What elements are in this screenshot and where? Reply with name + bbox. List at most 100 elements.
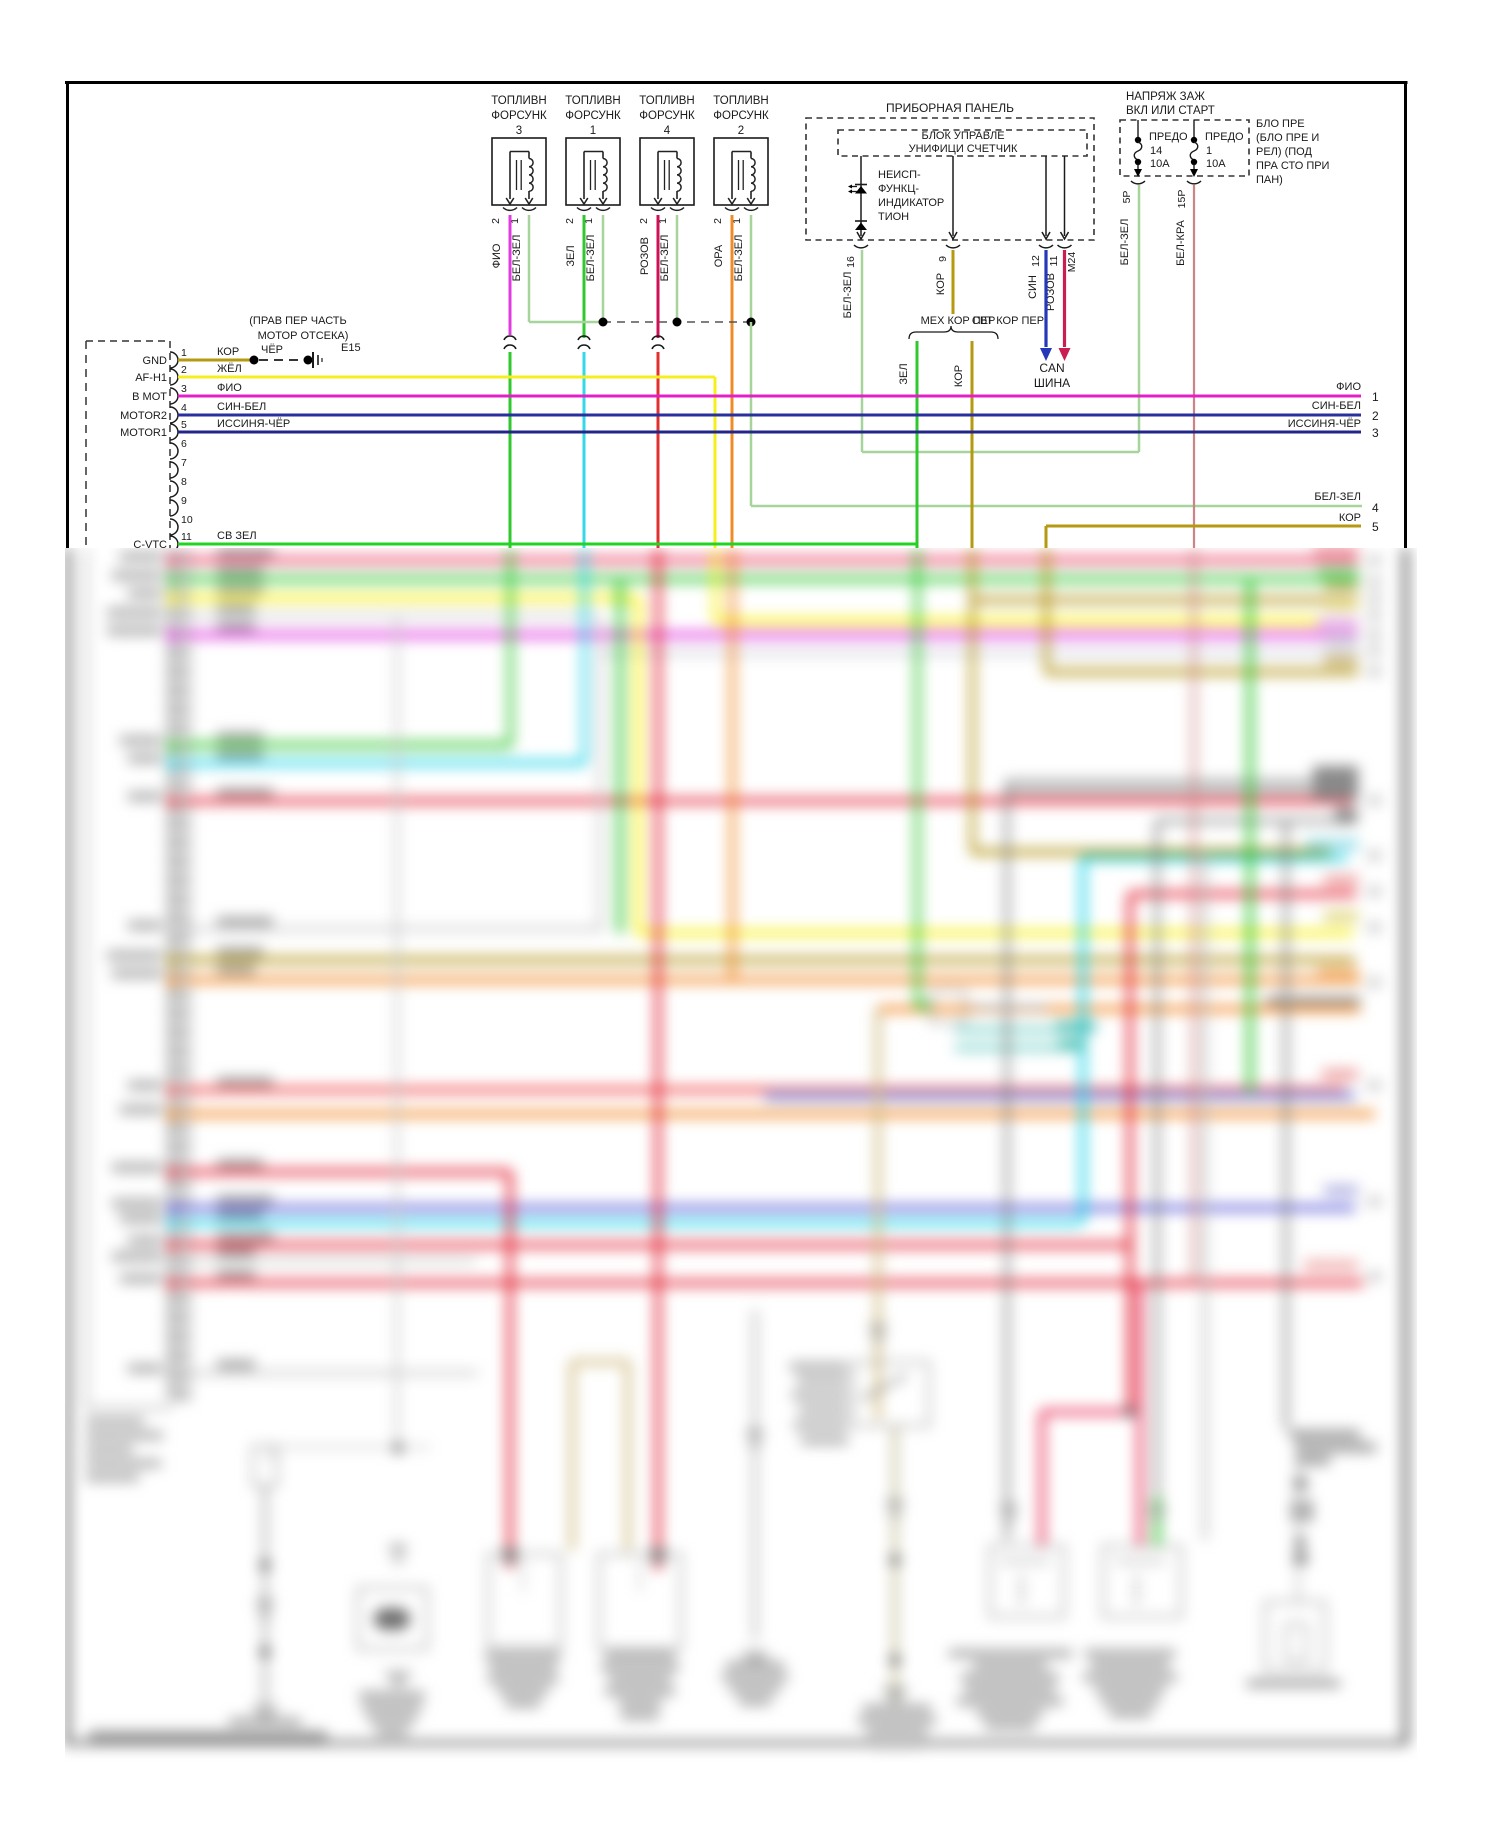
- svg-text:2: 2: [738, 125, 744, 137]
- svg-text:КОР: КОР: [1339, 512, 1361, 524]
- svg-text:УНИФИЦИ СЧЕТЧИК: УНИФИЦИ СЧЕТЧИК: [909, 143, 1018, 155]
- svg-text:4: 4: [181, 402, 187, 414]
- svg-text:3: 3: [1372, 426, 1379, 440]
- svg-text:СВ ЗЕЛ: СВ ЗЕЛ: [217, 530, 257, 542]
- svg-text:ТОПЛИВН: ТОПЛИВН: [713, 95, 769, 107]
- svg-text:AF-H1: AF-H1: [135, 372, 167, 384]
- svg-text:СИН-БЕЛ: СИН-БЕЛ: [217, 401, 266, 413]
- svg-text:В МОТ: В МОТ: [132, 391, 167, 403]
- svg-text:БЕЛ-КРА: БЕЛ-КРА: [1175, 219, 1187, 265]
- svg-text:ЧЁР: ЧЁР: [261, 344, 283, 356]
- svg-text:2: 2: [638, 218, 650, 224]
- svg-text:E15: E15: [341, 342, 361, 354]
- svg-text:КОР: КОР: [953, 365, 965, 387]
- svg-text:MOTOR2: MOTOR2: [120, 410, 167, 422]
- svg-text:ПРЕДО: ПРЕДО: [1205, 131, 1244, 143]
- svg-text:ФУНКЦ-: ФУНКЦ-: [878, 183, 919, 195]
- svg-text:9: 9: [181, 495, 187, 507]
- svg-text:ПРЕДО: ПРЕДО: [1149, 131, 1188, 143]
- svg-text:ФОРСУНК: ФОРСУНК: [491, 110, 547, 122]
- svg-text:ФОРСУНК: ФОРСУНК: [713, 110, 769, 122]
- svg-text:2: 2: [712, 218, 724, 224]
- svg-text:9: 9: [937, 256, 949, 262]
- svg-text:ЗЕЛ: ЗЕЛ: [898, 363, 910, 384]
- svg-text:БЕЛ-ЗЕЛ: БЕЛ-ЗЕЛ: [733, 235, 745, 282]
- svg-text:2: 2: [181, 364, 187, 376]
- svg-text:ИССИНЯ-ЧЁР: ИССИНЯ-ЧЁР: [217, 418, 290, 430]
- svg-text:КОР: КОР: [217, 346, 239, 358]
- svg-text:ПРА СТО ПРИ: ПРА СТО ПРИ: [1256, 160, 1329, 172]
- svg-text:5P: 5P: [1121, 191, 1133, 204]
- svg-text:ТОПЛИВН: ТОПЛИВН: [491, 95, 547, 107]
- svg-text:БЕЛ-ЗЕЛ: БЕЛ-ЗЕЛ: [1314, 491, 1361, 503]
- svg-text:1: 1: [1372, 390, 1379, 404]
- svg-text:НАПРЯЖ ЗАЖ: НАПРЯЖ ЗАЖ: [1126, 91, 1205, 103]
- svg-text:НЕИСП-: НЕИСП-: [878, 169, 921, 181]
- svg-text:5: 5: [181, 419, 187, 431]
- svg-text:БЛО ПРЕ: БЛО ПРЕ: [1256, 118, 1305, 130]
- svg-text:ТОПЛИВН: ТОПЛИВН: [565, 95, 621, 107]
- svg-text:3: 3: [516, 125, 522, 137]
- svg-text:ИССИНЯ-ЧЁР: ИССИНЯ-ЧЁР: [1288, 418, 1361, 430]
- svg-text:ФИО: ФИО: [217, 382, 242, 394]
- svg-text:ИНДИКАТОР: ИНДИКАТОР: [878, 197, 944, 209]
- svg-text:ТОПЛИВН: ТОПЛИВН: [639, 95, 695, 107]
- svg-text:MOTOR1: MOTOR1: [120, 427, 167, 439]
- svg-text:2: 2: [1372, 409, 1379, 423]
- svg-text:(БЛО ПРЕ И: (БЛО ПРЕ И: [1256, 132, 1319, 144]
- svg-text:КОР: КОР: [935, 273, 947, 295]
- svg-text:1: 1: [590, 125, 596, 137]
- svg-text:ОРА: ОРА: [713, 244, 725, 267]
- svg-text:1: 1: [181, 347, 187, 359]
- svg-text:14: 14: [1150, 145, 1162, 157]
- svg-text:БЕЛ-ЗЕЛ: БЕЛ-ЗЕЛ: [1119, 219, 1131, 266]
- svg-text:МОТОР ОТСЕКА): МОТОР ОТСЕКА): [258, 330, 349, 342]
- svg-text:ФИО: ФИО: [1336, 381, 1361, 393]
- svg-text:5: 5: [1372, 520, 1379, 534]
- svg-text:10: 10: [181, 514, 193, 526]
- svg-text:РОЗОВ: РОЗОВ: [1045, 273, 1057, 311]
- svg-text:15P: 15P: [1176, 190, 1188, 209]
- svg-text:ВКЛ ИЛИ СТАРТ: ВКЛ ИЛИ СТАРТ: [1126, 105, 1215, 117]
- svg-text:РЕЛ) (ПОД: РЕЛ) (ПОД: [1256, 146, 1312, 158]
- svg-text:БЕЛ-ЗЕЛ: БЕЛ-ЗЕЛ: [659, 235, 671, 282]
- svg-text:ПРИБОРНАЯ ПАНЕЛЬ: ПРИБОРНАЯ ПАНЕЛЬ: [886, 101, 1014, 115]
- svg-text:4: 4: [664, 125, 671, 137]
- svg-text:16: 16: [845, 256, 857, 268]
- svg-text:CAN: CAN: [1039, 361, 1064, 375]
- svg-text:ЖЁЛ: ЖЁЛ: [217, 363, 242, 375]
- svg-text:7: 7: [181, 457, 187, 469]
- svg-text:10A: 10A: [1206, 158, 1226, 170]
- svg-text:ПАН): ПАН): [1256, 174, 1283, 186]
- svg-text:11: 11: [1048, 255, 1060, 266]
- svg-text:СВТ КОР ПЕР: СВТ КОР ПЕР: [972, 315, 1044, 327]
- svg-text:СИН: СИН: [1027, 275, 1039, 299]
- svg-text:ФОРСУНК: ФОРСУНК: [639, 110, 695, 122]
- svg-text:1: 1: [583, 218, 595, 224]
- svg-text:ТИОН: ТИОН: [878, 211, 909, 223]
- svg-text:ФОРСУНК: ФОРСУНК: [565, 110, 621, 122]
- svg-text:ФИО: ФИО: [491, 243, 503, 268]
- svg-text:1: 1: [657, 218, 669, 224]
- svg-text:1: 1: [509, 218, 521, 224]
- svg-text:ШИНА: ШИНА: [1034, 376, 1070, 390]
- svg-text:3: 3: [181, 383, 187, 395]
- svg-text:МЕХ КОР ПЕР: МЕХ КОР ПЕР: [921, 315, 996, 327]
- svg-text:(ПРАВ ПЕР ЧАСТЬ: (ПРАВ ПЕР ЧАСТЬ: [249, 315, 346, 327]
- svg-text:СИН-БЕЛ: СИН-БЕЛ: [1312, 400, 1361, 412]
- svg-text:10A: 10A: [1150, 158, 1170, 170]
- svg-text:1: 1: [1206, 145, 1212, 157]
- svg-text:1: 1: [731, 218, 743, 224]
- svg-text:11: 11: [181, 531, 192, 543]
- svg-text:6: 6: [181, 438, 187, 450]
- svg-text:ЗЕЛ: ЗЕЛ: [565, 245, 577, 266]
- svg-text:12: 12: [1030, 255, 1042, 267]
- svg-text:8: 8: [181, 476, 187, 488]
- svg-text:GND: GND: [143, 355, 168, 367]
- svg-text:M24: M24: [1066, 252, 1078, 273]
- svg-text:БЕЛ-ЗЕЛ: БЕЛ-ЗЕЛ: [842, 272, 854, 319]
- svg-text:2: 2: [564, 218, 576, 224]
- svg-text:РОЗОВ: РОЗОВ: [639, 237, 651, 275]
- svg-text:БЕЛ-ЗЕЛ: БЕЛ-ЗЕЛ: [511, 235, 523, 282]
- svg-text:БЛОК УПРАВЛЕ: БЛОК УПРАВЛЕ: [921, 130, 1004, 142]
